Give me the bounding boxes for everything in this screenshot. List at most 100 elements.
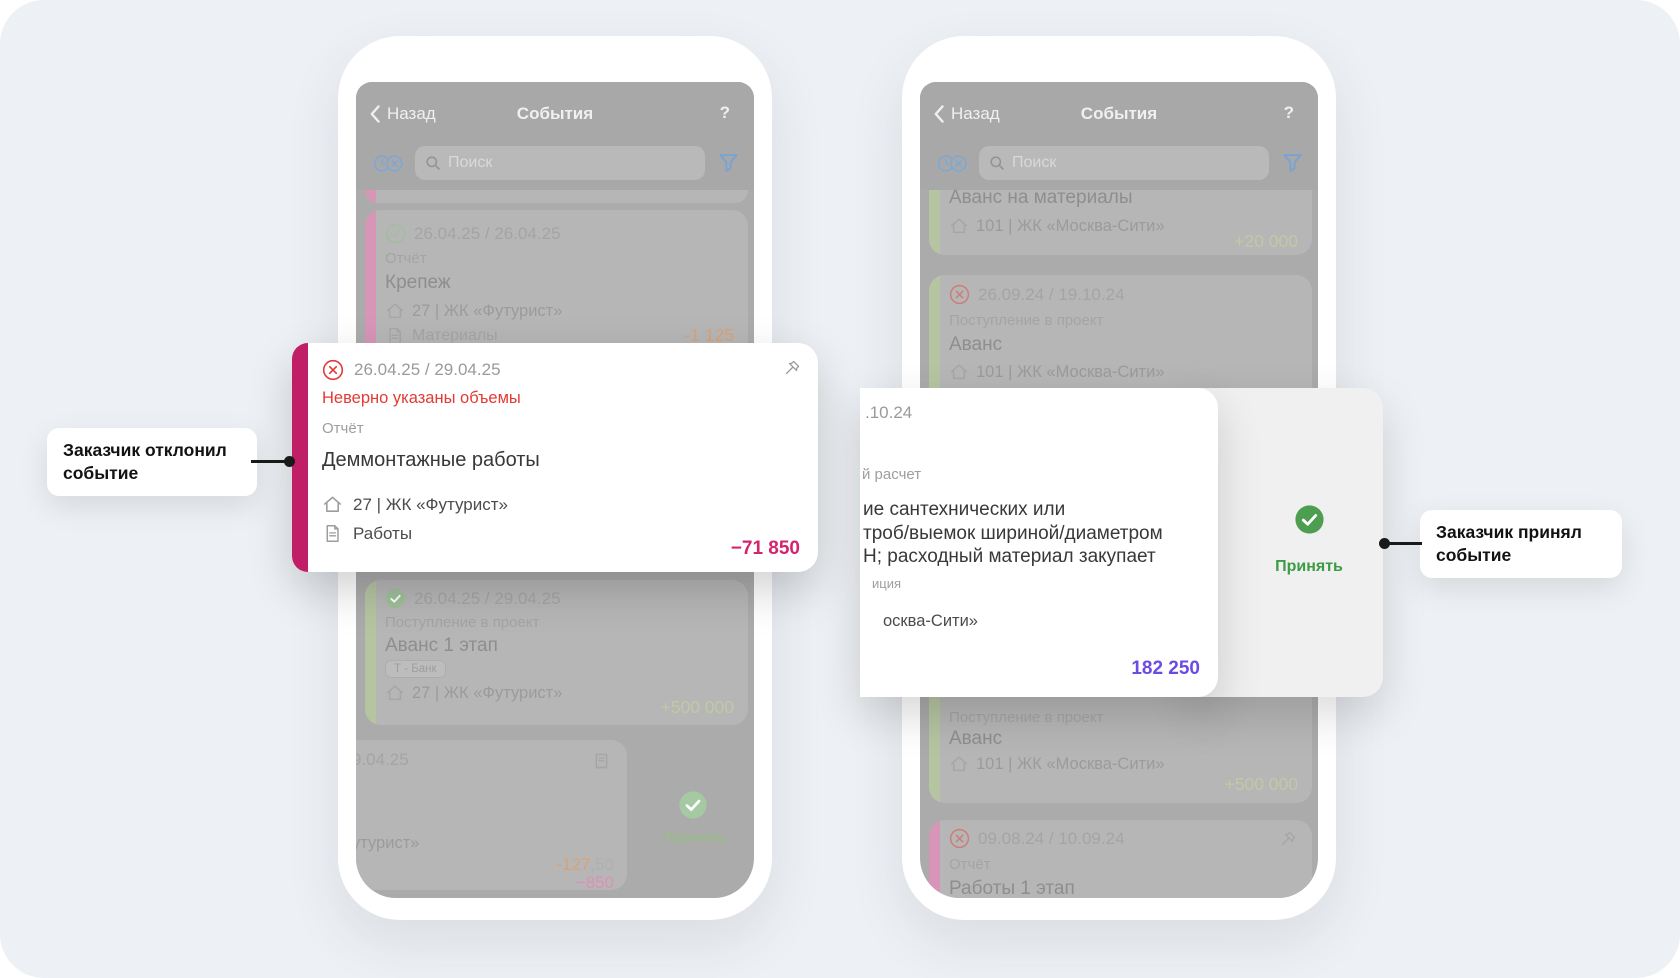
accept-action-panel: Принять	[1190, 388, 1383, 697]
event-dates-row: 26.04.25 / 29.04.25	[322, 359, 501, 381]
event-title: Аванс 1 этап	[385, 635, 498, 656]
event-object: 27 | ЖК «Футурист»	[353, 494, 508, 514]
event-object: 27 | ЖК «Футурист»	[412, 301, 563, 320]
callout-connector-dot	[1379, 538, 1390, 549]
event-amount: 182 250	[1131, 658, 1200, 679]
popup-rejected-event[interactable]: 26.04.25 / 29.04.25 Неверно указаны объе…	[292, 343, 818, 572]
house-icon	[949, 216, 969, 236]
title-line-3: Н; расходный материал закупает	[863, 546, 1156, 567]
page-title: События	[516, 104, 594, 123]
status-stripe	[929, 275, 940, 495]
status-stripe	[929, 142, 940, 255]
house-icon	[949, 754, 969, 774]
event-amount: −71 850	[730, 538, 800, 559]
event-object-row: 101 | ЖК «Москва-Сити»	[949, 754, 1165, 774]
search-input[interactable]	[448, 154, 695, 172]
callout-connector-line	[1388, 542, 1422, 545]
document-icon	[322, 523, 343, 544]
event-amount: +20 000	[1234, 231, 1298, 251]
rejected-x-icon	[322, 359, 344, 381]
amount-fraction: ,50	[590, 855, 614, 874]
event-dates: 26.04.25 / 26.04.25	[414, 223, 561, 243]
event-category-row: Работы	[322, 523, 412, 544]
event-amount: -1 125	[684, 325, 734, 345]
filter-icon[interactable]	[718, 153, 739, 173]
nav-bar: Назад События ?	[920, 102, 1318, 126]
event-dates-row: 26.09.24 / 19.10.24	[949, 284, 1298, 305]
pin-icon[interactable]	[783, 358, 802, 377]
house-icon	[385, 683, 405, 703]
event-dates: 26.04.25 / 29.04.25	[354, 360, 501, 379]
event-object-partial: осква-Сити»	[883, 612, 978, 630]
event-dates-row: 09.08.24 / 10.09.24	[949, 828, 1298, 849]
event-object-row: 101 | ЖК «Москва-Сити»	[949, 216, 1165, 236]
callout-rejected: Заказчик отклонил событие	[47, 428, 257, 496]
nav-bar: Назад События ?	[356, 102, 754, 126]
search-input[interactable]	[1012, 154, 1259, 172]
approved-check-icon	[385, 223, 406, 244]
app-header: Назад События ?	[356, 82, 754, 190]
event-type: Поступление в проект	[949, 709, 1104, 726]
search-field[interactable]	[415, 146, 705, 180]
accept-label: Принять	[663, 829, 727, 846]
event-type: Отчёт	[322, 420, 364, 437]
accept-button[interactable]: Принять	[1249, 504, 1369, 576]
event-category: Материалы	[412, 326, 498, 344]
event-type-partial: й расчет	[862, 466, 922, 483]
event-object-row: 27 | ЖК «Футурист»	[322, 494, 508, 515]
event-object: 101 | ЖК «Москва-Сити»	[976, 754, 1165, 773]
page-title: События	[1080, 104, 1158, 123]
event-title: Аванс	[949, 334, 1003, 355]
event-amount: +500 000	[1224, 774, 1298, 794]
back-label: Назад	[387, 104, 436, 123]
accept-action-dim[interactable]: Принять	[663, 790, 727, 846]
app-header: Назад События ?	[920, 82, 1318, 190]
clock-cancel-icon[interactable]	[373, 154, 404, 173]
title-line-2: троб/выемок шириной/диаметром	[863, 522, 1163, 544]
event-title: Крепеж	[385, 272, 451, 293]
event-type: Отчёт	[949, 856, 991, 873]
event-card-partial-top[interactable]	[365, 190, 748, 203]
clock-cancel-icon[interactable]	[937, 154, 968, 173]
event-category-row: Материалы -1 125	[385, 325, 734, 346]
event-object-row: 27 | ЖК «Футурист»	[385, 683, 734, 703]
swiped-event-card[interactable]: .10.24 й расчет ие сантехнических или тр…	[860, 388, 1218, 697]
help-button[interactable]: ?	[1283, 103, 1294, 122]
amount-integer: -127	[556, 855, 591, 874]
event-amount-2: −850	[575, 873, 614, 890]
event-dates-row: 26.04.25 / 26.04.25	[385, 223, 734, 244]
status-stripe	[929, 820, 940, 898]
status-stripe	[365, 190, 376, 203]
back-button[interactable]: Назад	[934, 102, 1000, 126]
status-stripe	[929, 640, 940, 803]
event-object-row: 101 | ЖК «Москва-Сити»	[949, 362, 1298, 382]
event-object: 101 | ЖК «Москва-Сити»	[976, 362, 1165, 381]
event-card-swiped[interactable]: 9.04.25 утурист» -127,50 −850	[356, 740, 627, 890]
accepted-check-icon	[385, 588, 406, 609]
event-amount: +500 000	[660, 697, 734, 717]
event-category: Работы	[353, 523, 413, 543]
search-field[interactable]	[979, 146, 1269, 180]
event-title: Деммонтажные работы	[322, 449, 540, 471]
event-dates-partial: 9.04.25	[356, 750, 409, 769]
tag-partial: иция	[872, 576, 902, 591]
event-card-report-stage1[interactable]: 09.08.24 / 10.09.24 Отчёт Работы 1 этап	[929, 820, 1312, 898]
back-button[interactable]: Назад	[370, 102, 436, 126]
filter-icon[interactable]	[1282, 153, 1303, 173]
search-row	[937, 146, 1306, 180]
event-dates: 26.09.24 / 19.10.24	[978, 284, 1125, 304]
accept-check-icon	[1294, 504, 1325, 535]
callout-connector-line	[251, 460, 287, 463]
back-label: Назад	[951, 104, 1000, 123]
event-dates: 26.04.25 / 29.04.25	[414, 588, 561, 608]
event-card-income-avans1[interactable]: 26.04.25 / 29.04.25 Поступление в проект…	[365, 580, 748, 725]
house-icon	[322, 494, 343, 515]
status-stripe	[365, 210, 376, 370]
event-dates: 09.08.24 / 10.09.24	[978, 828, 1125, 848]
event-title: Работы 1 этап	[949, 878, 1075, 898]
pin-icon	[1279, 829, 1298, 848]
title-line-1: ие сантехнических или	[863, 499, 1066, 520]
help-button[interactable]: ?	[719, 103, 730, 122]
